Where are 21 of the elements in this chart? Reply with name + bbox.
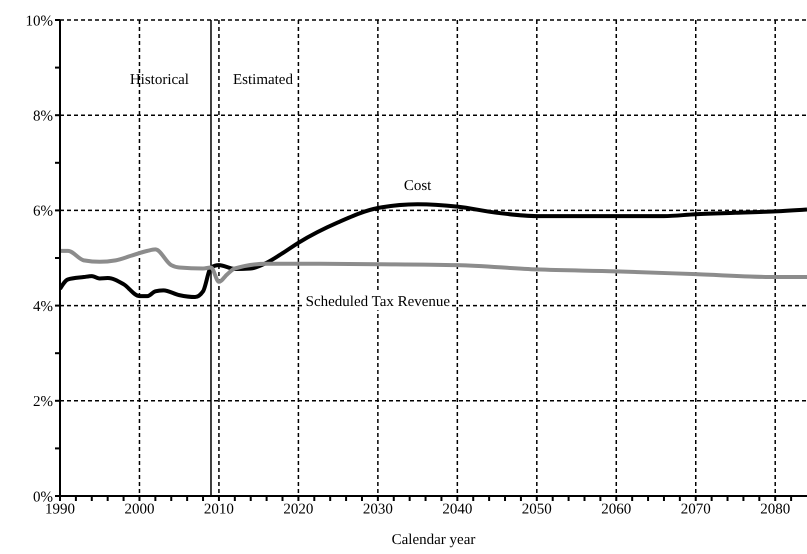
x-tick-label: 2070	[680, 502, 711, 518]
x-tick-label: 2000	[124, 502, 154, 518]
x-tick-label: 2040	[442, 502, 472, 518]
line-series	[60, 247, 807, 284]
x-tick-label: 2060	[601, 502, 632, 518]
x-tick-label: 2030	[362, 502, 393, 518]
annotation: Estimated	[232, 72, 294, 88]
x-axis-title: Calendar year	[392, 532, 476, 548]
y-tick-label: 2%	[33, 394, 53, 410]
series-label: Cost	[404, 178, 432, 194]
x-tick-label: 2050	[522, 502, 552, 518]
x-tick-label: 2080	[760, 502, 790, 518]
series-label: Scheduled Tax Revenue	[306, 294, 450, 310]
y-tick-label: 6%	[33, 204, 53, 220]
y-tick-label: 4%	[33, 298, 53, 315]
x-tick-label: 1990	[45, 502, 75, 518]
annotation: Historical	[130, 72, 189, 88]
x-tick-label: 2020	[283, 502, 314, 518]
y-tick-label: 10%	[26, 13, 53, 30]
y-tick-label: 8%	[33, 108, 53, 125]
x-tick-label: 2010	[204, 502, 234, 518]
